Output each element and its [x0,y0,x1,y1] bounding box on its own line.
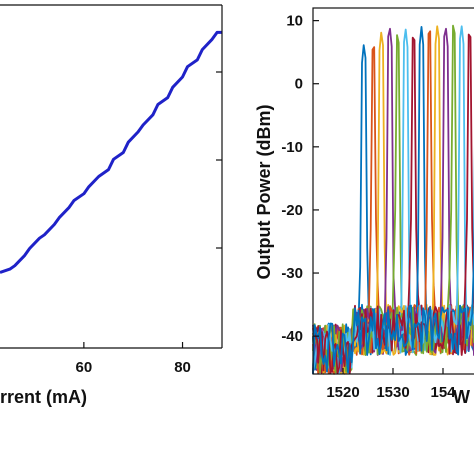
right-y-tick-label: -10 [281,139,303,156]
spectra-series-group [312,24,474,375]
right-y-tick-label: 0 [295,76,303,93]
right-x-axis-label: W [453,387,470,407]
right-chart: 10 0 -10 -20 -30 -40 1520 1530 154 Output Power … [254,7,474,407]
current-power-series-line [0,30,222,274]
right-x-tick-label: 1530 [376,384,409,401]
right-y-tick-label: -20 [281,202,303,219]
right-y-tick-label: -30 [281,265,303,282]
right-x-tick-label: 154 [430,384,456,401]
right-y-tick-label: -40 [281,328,303,345]
right-x-tick-label: 1520 [326,384,359,401]
right-y-axis-label: Output Power (dBm) [254,105,274,280]
left-x-axis-label: rrent (mA) [0,387,87,407]
left-x-tick-label: 80 [174,359,191,376]
spectrum-series-line [312,144,474,374]
right-axis-frame [312,7,474,375]
left-x-tick-label: 60 [76,359,93,376]
left-chart: 60 80 rrent (mA) [0,4,223,407]
right-y-tick-label: 10 [286,13,303,30]
